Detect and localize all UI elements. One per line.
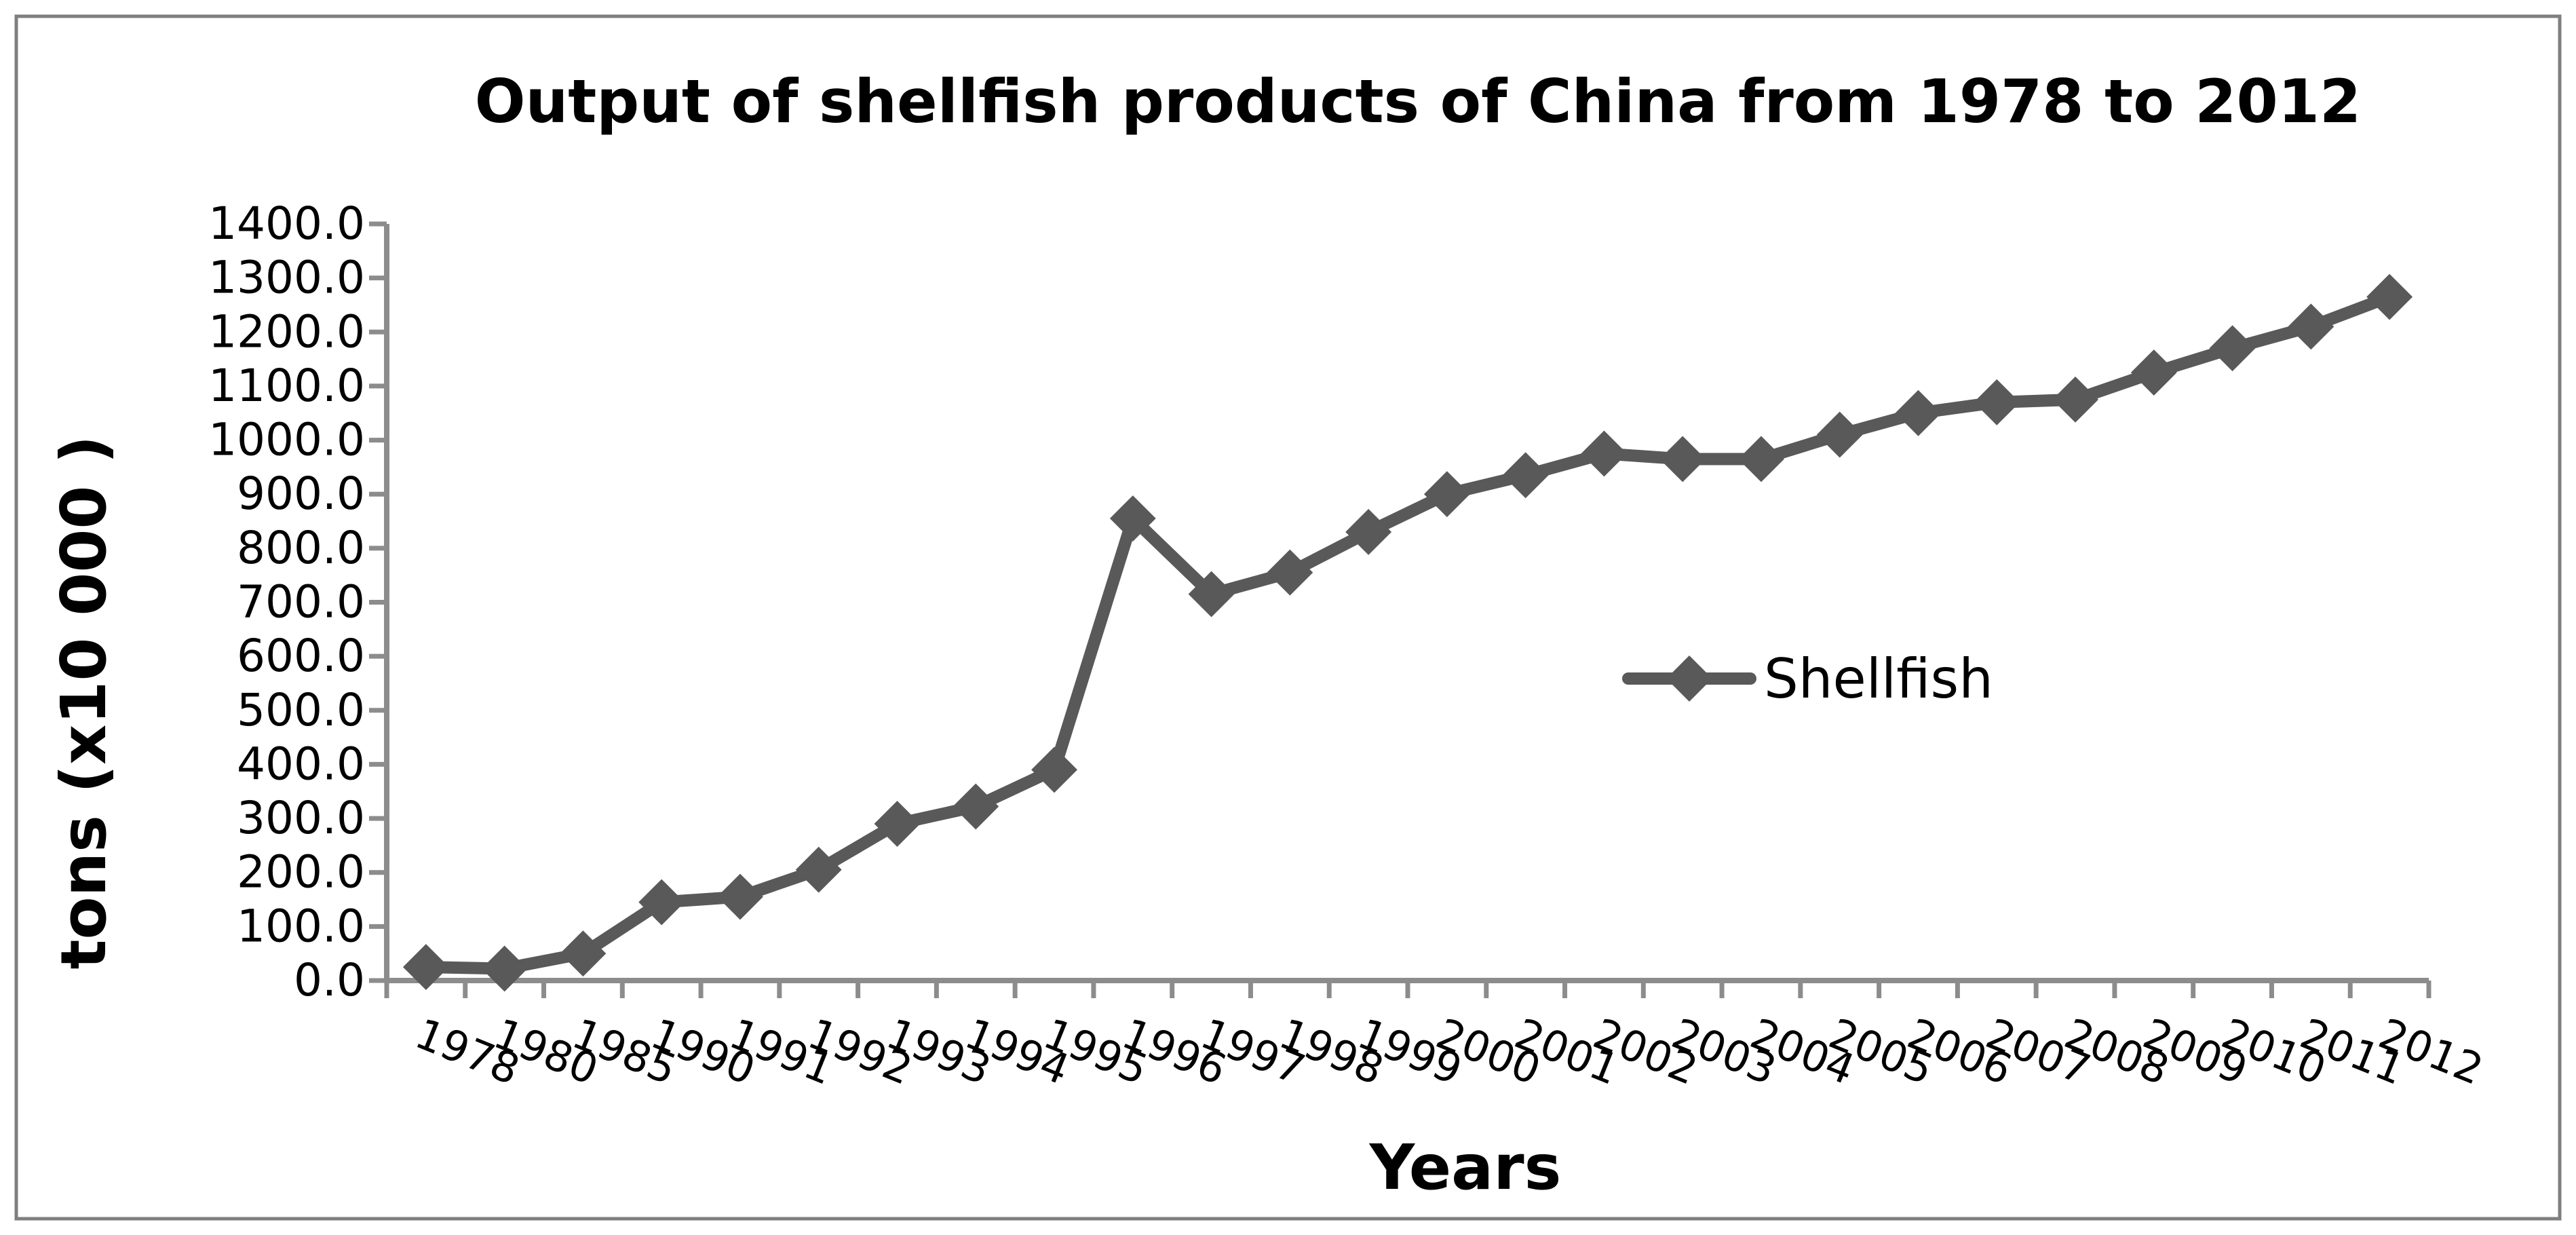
- data-point-shellfish: [795, 846, 842, 893]
- y-tick-label: 1100.0: [208, 360, 365, 412]
- y-tick-label: 900.0: [237, 468, 365, 520]
- y-axis: 0.0100.0200.0300.0400.0500.0600.0700.080…: [208, 197, 389, 1006]
- data-point-shellfish: [1188, 571, 1235, 618]
- data-point-shellfish: [638, 879, 685, 926]
- y-tick-label: 300.0: [237, 792, 365, 844]
- y-tick-label: 1000.0: [208, 414, 365, 466]
- x-axis-title: Years: [1369, 1131, 1562, 1204]
- legend-label-shellfish: Shellfish: [1764, 647, 1993, 710]
- chart-border: [14, 14, 2562, 1221]
- y-tick-label: 700.0: [237, 576, 365, 628]
- y-tick-label: 600.0: [237, 630, 365, 682]
- data-point-shellfish: [1895, 390, 1942, 436]
- data-point-shellfish: [2130, 349, 2177, 396]
- data-point-shellfish: [1267, 549, 1313, 596]
- data-point-shellfish: [1109, 495, 1156, 542]
- data-point-shellfish: [953, 783, 999, 830]
- y-tick-label: 1300.0: [208, 252, 365, 304]
- data-point-shellfish: [481, 945, 528, 992]
- y-tick-label: 800.0: [237, 522, 365, 574]
- series-shellfish: [402, 273, 2413, 992]
- y-axis-title: tons (x10 000 ): [47, 435, 120, 969]
- data-point-shellfish: [1423, 471, 1470, 518]
- data-point-shellfish: [2288, 303, 2334, 350]
- data-point-shellfish: [1974, 379, 2020, 425]
- data-point-shellfish: [1502, 452, 1549, 499]
- data-point-shellfish: [560, 930, 607, 977]
- legend: Shellfish: [1622, 647, 1993, 710]
- y-tick-label: 1400.0: [208, 197, 365, 250]
- y-tick-label: 1200.0: [208, 305, 365, 358]
- data-point-shellfish: [1345, 509, 1392, 555]
- data-point-shellfish: [2052, 376, 2098, 423]
- data-point-shellfish: [874, 801, 921, 847]
- y-tick-label: 500.0: [237, 684, 365, 736]
- data-point-shellfish: [402, 944, 449, 991]
- data-point-shellfish: [1738, 436, 1784, 482]
- data-point-shellfish: [717, 873, 763, 920]
- data-point-shellfish: [1816, 411, 1863, 458]
- y-tick-label: 400.0: [237, 738, 365, 790]
- y-tick-label: 200.0: [237, 846, 365, 898]
- data-point-shellfish: [1031, 746, 1077, 793]
- chart-title: Output of shellfish products of China fr…: [475, 66, 2361, 136]
- y-tick-label: 0.0: [294, 954, 365, 1006]
- data-point-shellfish: [1659, 436, 1706, 482]
- data-point-shellfish: [1581, 430, 1628, 477]
- legend-marker-shellfish: [1666, 656, 1712, 702]
- data-point-shellfish: [2366, 273, 2413, 320]
- y-tick-label: 100.0: [237, 900, 365, 952]
